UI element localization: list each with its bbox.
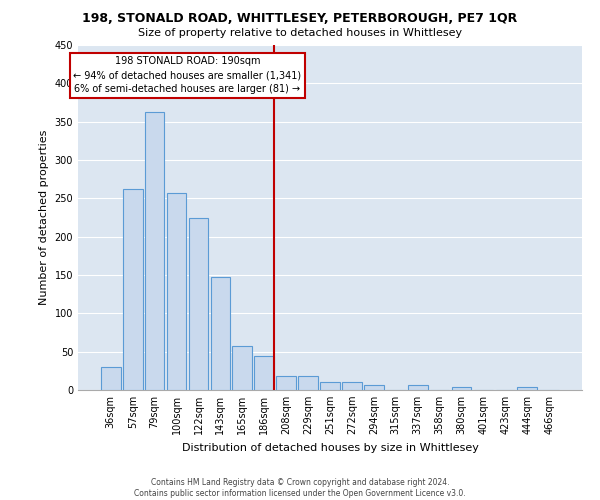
Bar xyxy=(254,356,274,390)
Bar xyxy=(452,387,472,390)
X-axis label: Distribution of detached houses by size in Whittlesey: Distribution of detached houses by size … xyxy=(182,442,478,452)
Bar xyxy=(517,387,537,390)
Bar xyxy=(298,376,318,390)
Text: Size of property relative to detached houses in Whittlesey: Size of property relative to detached ho… xyxy=(138,28,462,38)
Text: 198, STONALD ROAD, WHITTLESEY, PETERBOROUGH, PE7 1QR: 198, STONALD ROAD, WHITTLESEY, PETERBORO… xyxy=(82,12,518,26)
Bar xyxy=(145,112,164,390)
Bar xyxy=(232,346,252,390)
Text: Contains HM Land Registry data © Crown copyright and database right 2024.
Contai: Contains HM Land Registry data © Crown c… xyxy=(134,478,466,498)
Bar xyxy=(123,189,143,390)
Bar xyxy=(408,386,428,390)
Bar xyxy=(320,382,340,390)
Y-axis label: Number of detached properties: Number of detached properties xyxy=(39,130,49,305)
Bar xyxy=(364,384,384,390)
Bar xyxy=(101,367,121,390)
Bar xyxy=(211,276,230,390)
Bar xyxy=(188,218,208,390)
Bar xyxy=(276,376,296,390)
Text: 198 STONALD ROAD: 190sqm
← 94% of detached houses are smaller (1,341)
6% of semi: 198 STONALD ROAD: 190sqm ← 94% of detach… xyxy=(73,56,302,94)
Bar xyxy=(342,382,362,390)
Bar xyxy=(167,193,187,390)
